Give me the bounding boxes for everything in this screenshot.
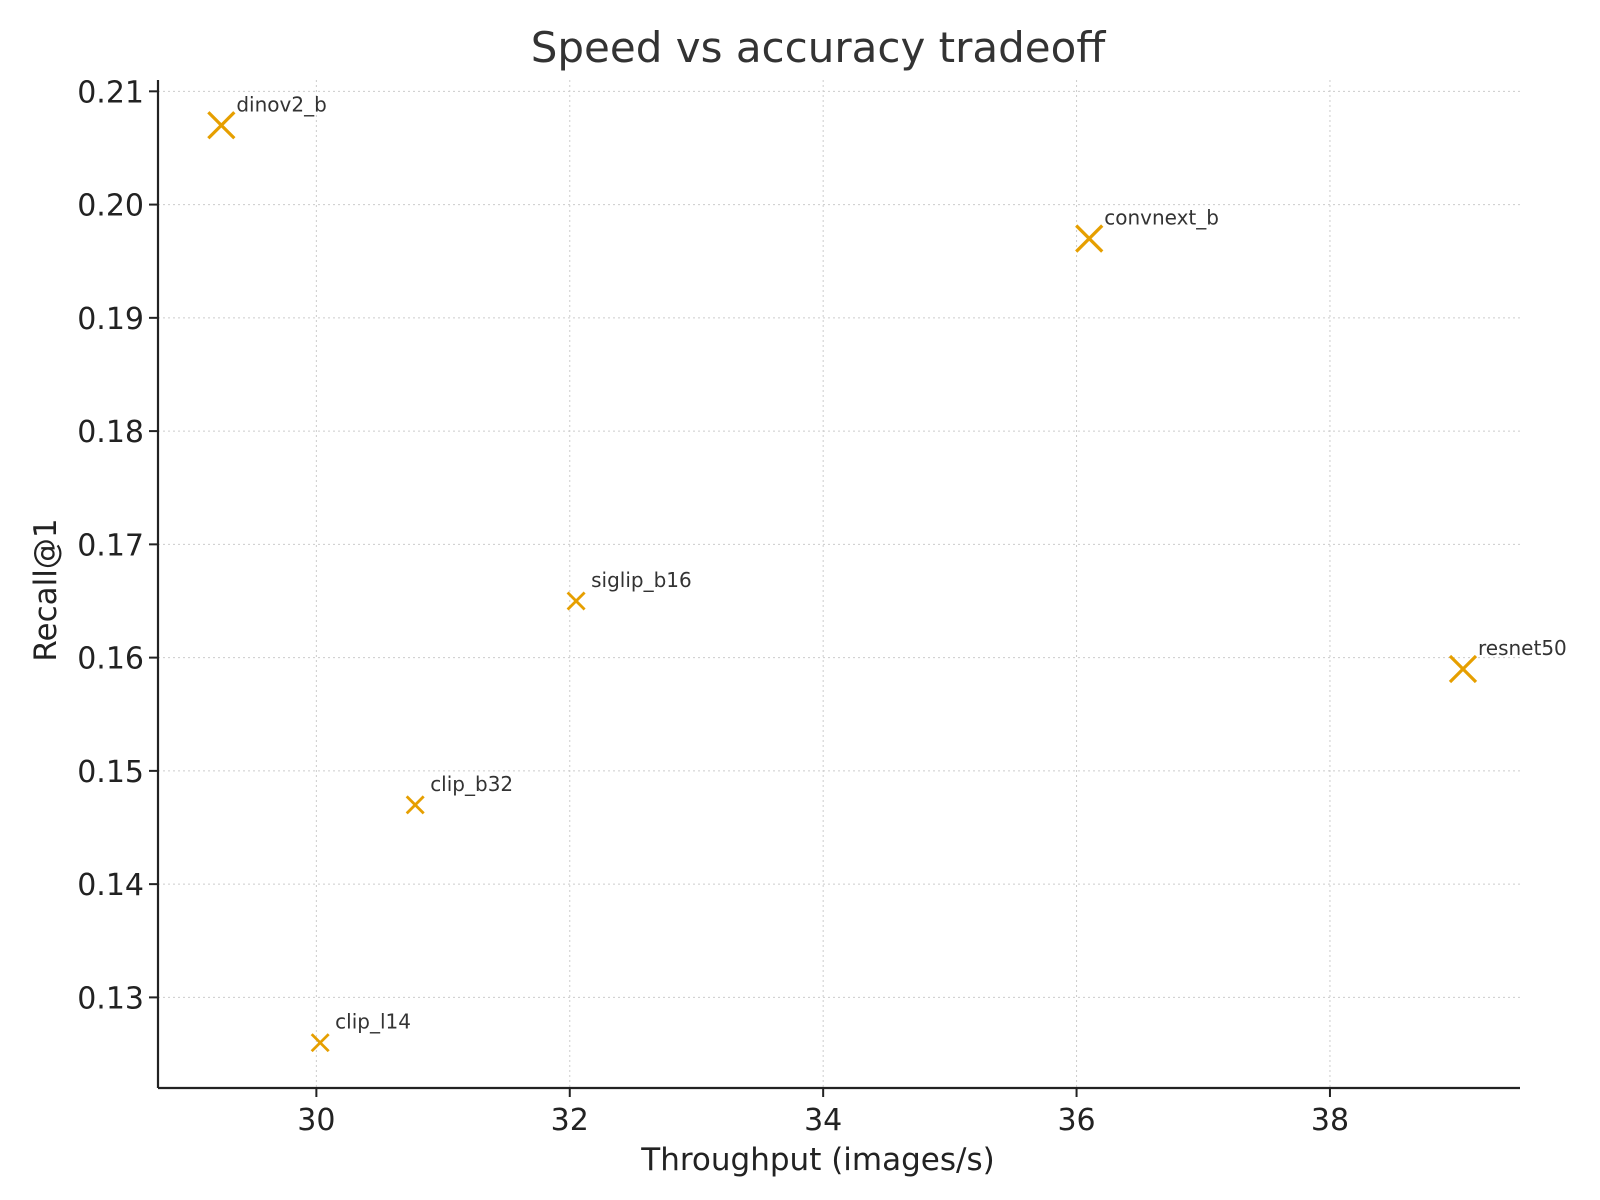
x-marker-stroke: [207, 111, 236, 140]
x-axis-ticks: 30 32 34 36 38: [297, 1088, 1349, 1138]
x-tick-label: 34: [804, 1103, 842, 1138]
scatter-point: clip_b32: [405, 772, 513, 815]
point-label: resnet50: [1478, 636, 1567, 660]
y-tick-label: 0.16: [77, 642, 144, 677]
point-label: siglip_b16: [591, 568, 692, 592]
y-tick-label: 0.14: [77, 868, 144, 903]
scatter-point: siglip_b16: [566, 568, 692, 611]
point-label: clip_b32: [430, 772, 513, 796]
scatter-point: resnet50: [1448, 636, 1567, 684]
x-marker-stroke: [310, 1033, 330, 1053]
x-tick-label: 30: [297, 1103, 335, 1138]
x-tick-label: 36: [1057, 1103, 1095, 1138]
data-points: dinov2_b convnext_b siglip_b16 resnet50 clip…: [207, 92, 1567, 1053]
y-tick-label: 0.15: [77, 755, 144, 790]
grid: [158, 80, 1520, 1088]
x-tick-label: 32: [551, 1103, 589, 1138]
y-tick-label: 0.19: [77, 302, 144, 337]
chart-title: Speed vs accuracy tradeoff: [531, 23, 1107, 72]
scatter-point: convnext_b: [1075, 206, 1219, 253]
x-marker-stroke: [1448, 654, 1478, 684]
point-label: convnext_b: [1104, 206, 1219, 230]
scatter-point: clip_l14: [310, 1010, 411, 1053]
axes: [156, 80, 1520, 1090]
scatter-point: dinov2_b: [207, 92, 327, 140]
y-tick-label: 0.17: [77, 528, 144, 563]
y-tick-label: 0.21: [77, 75, 144, 110]
y-axis-label: Recall@1: [28, 518, 64, 661]
y-axis-ticks: 0.13 0.14 0.15 0.16 0.17 0.18 0.19 0.20 0.21: [77, 75, 158, 1016]
x-marker-stroke: [405, 795, 425, 815]
x-tick-label: 38: [1311, 1103, 1349, 1138]
x-marker-stroke: [1075, 224, 1104, 253]
x-marker-stroke: [566, 591, 586, 611]
y-tick-label: 0.18: [77, 415, 144, 450]
y-tick-label: 0.20: [77, 189, 144, 224]
y-tick-label: 0.13: [77, 981, 144, 1016]
x-axis-label: Throughput (images/s): [640, 1142, 994, 1178]
point-label: clip_l14: [335, 1010, 411, 1034]
point-label: dinov2_b: [236, 92, 326, 116]
